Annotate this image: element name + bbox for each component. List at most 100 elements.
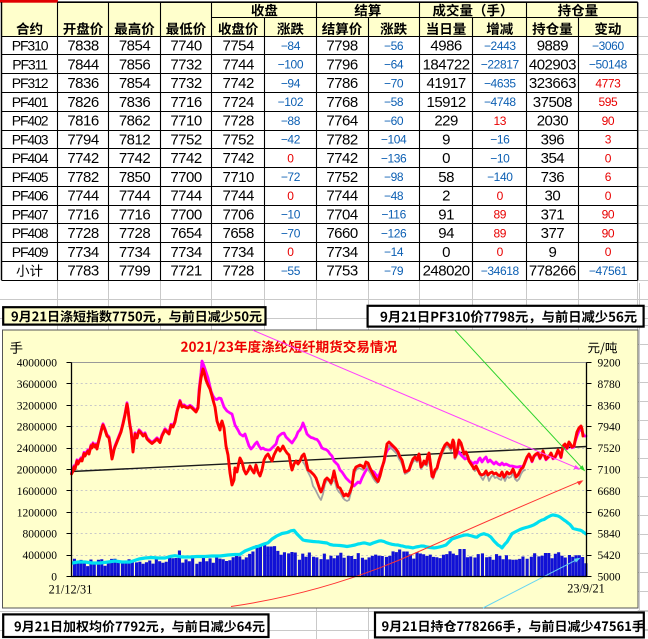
svg-text:396: 396 <box>541 131 565 148</box>
svg-text:−100: −100 <box>278 58 304 72</box>
svg-text:−47561: −47561 <box>589 264 628 278</box>
svg-text:41917: 41917 <box>426 75 465 92</box>
svg-text:400000: 400000 <box>23 550 58 562</box>
svg-text:PF409: PF409 <box>12 244 49 260</box>
svg-text:6680: 6680 <box>598 486 621 498</box>
svg-text:7732: 7732 <box>170 75 202 92</box>
svg-text:7940: 7940 <box>598 422 621 434</box>
svg-text:9: 9 <box>548 244 556 261</box>
svg-text:7798: 7798 <box>326 38 358 55</box>
svg-text:7844: 7844 <box>67 56 99 73</box>
svg-text:0: 0 <box>605 151 612 165</box>
svg-text:7728: 7728 <box>119 225 151 242</box>
svg-text:90: 90 <box>602 227 615 241</box>
svg-text:−70: −70 <box>384 76 404 90</box>
svg-text:7100: 7100 <box>598 465 621 477</box>
svg-text:184722: 184722 <box>423 56 470 73</box>
svg-text:91: 91 <box>438 206 454 223</box>
svg-text:323663: 323663 <box>529 75 576 92</box>
svg-text:0: 0 <box>605 245 612 259</box>
svg-text:0: 0 <box>442 244 450 261</box>
svg-text:94: 94 <box>438 225 454 242</box>
svg-text:7752: 7752 <box>326 169 358 186</box>
svg-text:−64: −64 <box>384 58 404 72</box>
svg-text:7734: 7734 <box>170 244 202 261</box>
svg-text:−50148: −50148 <box>589 58 628 72</box>
svg-text:7744: 7744 <box>223 56 255 73</box>
svg-text:−79: −79 <box>384 264 404 278</box>
svg-text:−2443: −2443 <box>484 39 516 53</box>
svg-text:8780: 8780 <box>598 379 621 391</box>
svg-text:736: 736 <box>541 169 565 186</box>
svg-text:−104: −104 <box>381 133 407 147</box>
svg-text:7710: 7710 <box>223 169 255 186</box>
svg-text:13: 13 <box>494 114 507 128</box>
svg-text:−88: −88 <box>281 114 301 128</box>
svg-text:0: 0 <box>497 189 504 203</box>
svg-text:−58: −58 <box>384 95 404 109</box>
svg-text:7836: 7836 <box>67 75 99 92</box>
svg-text:402903: 402903 <box>529 56 576 73</box>
svg-text:0: 0 <box>287 189 294 203</box>
svg-text:7734: 7734 <box>326 244 358 261</box>
svg-text:30: 30 <box>545 188 561 205</box>
svg-text:PF311: PF311 <box>12 56 48 72</box>
svg-text:354: 354 <box>541 150 565 167</box>
svg-text:7734: 7734 <box>67 244 99 261</box>
svg-text:6: 6 <box>605 170 612 184</box>
svg-text:−42: −42 <box>281 133 301 147</box>
svg-text:7658: 7658 <box>223 225 255 242</box>
svg-text:7744: 7744 <box>119 188 151 205</box>
svg-text:−4635: −4635 <box>484 76 516 90</box>
svg-text:7796: 7796 <box>326 56 358 73</box>
svg-text:PF403: PF403 <box>12 131 49 147</box>
svg-text:−60: −60 <box>384 114 404 128</box>
svg-text:PF401: PF401 <box>12 94 49 110</box>
svg-text:0: 0 <box>287 245 294 259</box>
svg-text:7742: 7742 <box>223 150 255 167</box>
svg-text:0: 0 <box>51 572 57 584</box>
svg-text:2030: 2030 <box>537 113 569 130</box>
svg-text:2800000: 2800000 <box>17 422 58 434</box>
svg-text:−14: −14 <box>384 245 404 259</box>
svg-text:7716: 7716 <box>170 94 202 111</box>
svg-text:−4748: −4748 <box>484 95 516 109</box>
svg-text:PF404: PF404 <box>12 150 49 166</box>
svg-text:7700: 7700 <box>170 169 202 186</box>
svg-text:7742: 7742 <box>223 75 255 92</box>
svg-text:2: 2 <box>442 188 450 205</box>
svg-text:7794: 7794 <box>67 131 99 148</box>
svg-text:−140: −140 <box>487 170 513 184</box>
svg-text:−22817: −22817 <box>481 58 520 72</box>
svg-text:1200000: 1200000 <box>17 507 58 519</box>
svg-text:7716: 7716 <box>67 206 99 223</box>
svg-text:PF407: PF407 <box>12 206 49 222</box>
svg-text:−16: −16 <box>490 133 510 147</box>
svg-text:7742: 7742 <box>119 150 151 167</box>
svg-text:2000000: 2000000 <box>17 465 58 477</box>
svg-text:7721: 7721 <box>170 263 202 280</box>
svg-text:7836: 7836 <box>119 94 151 111</box>
svg-text:7742: 7742 <box>67 150 99 167</box>
svg-text:0: 0 <box>605 189 612 203</box>
svg-text:7752: 7752 <box>223 131 255 148</box>
svg-text:7768: 7768 <box>326 94 358 111</box>
svg-text:248020: 248020 <box>423 263 470 280</box>
svg-text:7716: 7716 <box>119 206 151 223</box>
svg-text:6260: 6260 <box>598 507 621 519</box>
svg-text:7854: 7854 <box>119 38 151 55</box>
svg-text:371: 371 <box>541 206 565 223</box>
svg-text:−48: −48 <box>384 189 404 203</box>
svg-text:7854: 7854 <box>119 75 151 92</box>
svg-text:3200000: 3200000 <box>17 400 58 412</box>
svg-text:15912: 15912 <box>426 94 465 111</box>
svg-text:7744: 7744 <box>223 188 255 205</box>
svg-text:7728: 7728 <box>223 263 255 280</box>
svg-text:7862: 7862 <box>119 113 151 130</box>
svg-text:58: 58 <box>438 169 454 186</box>
svg-text:−116: −116 <box>381 208 406 222</box>
svg-text:−72: −72 <box>281 170 301 184</box>
svg-text:7734: 7734 <box>223 244 255 261</box>
svg-text:−126: −126 <box>381 227 407 241</box>
svg-text:778266: 778266 <box>529 263 576 280</box>
